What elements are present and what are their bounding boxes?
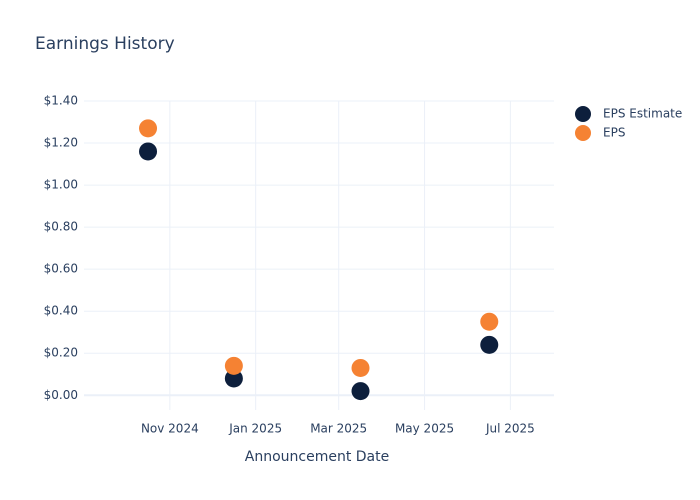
- point: [351, 358, 370, 377]
- legend-marker: [575, 106, 591, 122]
- y-tick-label: $0.00: [44, 388, 78, 402]
- y-tick-label: $0.60: [44, 262, 78, 276]
- chart-title: Earnings History: [35, 34, 175, 54]
- x-tick-label: Mar 2025: [310, 422, 367, 436]
- point: [480, 312, 499, 331]
- x-axis-title: Announcement Date: [245, 449, 389, 465]
- x-tick-label: Jan 2025: [228, 422, 282, 436]
- point: [224, 369, 243, 388]
- y-tick-label: $1.40: [44, 94, 78, 108]
- y-tick-label: $1.00: [44, 178, 78, 192]
- legend-marker: [575, 125, 591, 141]
- point: [480, 335, 499, 354]
- point: [351, 382, 370, 401]
- point: [139, 119, 158, 138]
- y-tick-label: $0.80: [44, 220, 78, 234]
- point: [139, 142, 158, 161]
- y-tick-label: $0.40: [44, 304, 78, 318]
- x-tick-label: Jul 2025: [485, 422, 535, 436]
- y-tick-label: $0.20: [44, 346, 78, 360]
- y-tick-label: $1.20: [44, 136, 78, 150]
- x-tick-label: Nov 2024: [141, 422, 199, 436]
- legend-label: EPS Estimate: [603, 107, 682, 121]
- x-tick-label: May 2025: [395, 422, 454, 436]
- point: [224, 356, 243, 375]
- legend-label: EPS: [603, 126, 625, 140]
